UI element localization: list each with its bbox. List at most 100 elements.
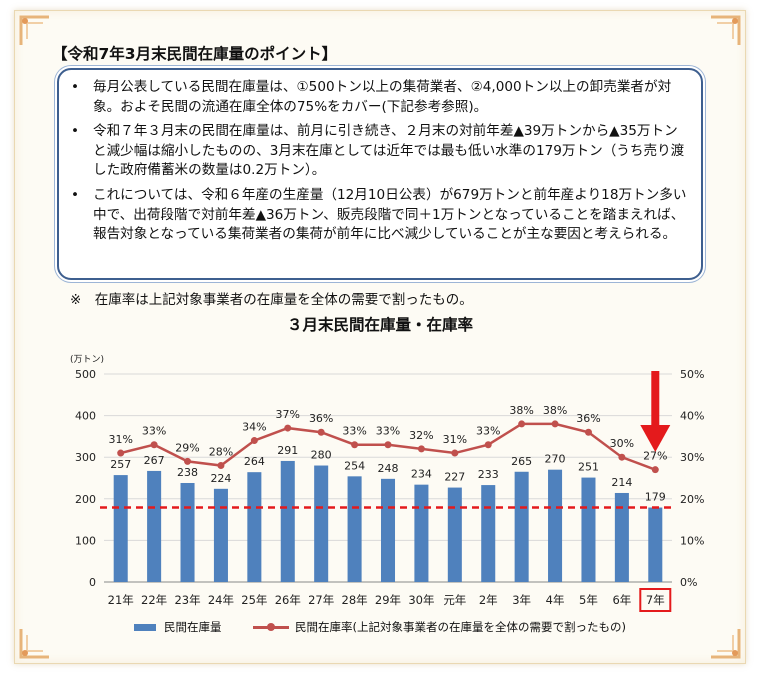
rate-value-label: 34% <box>242 421 266 434</box>
rate-point-21年 <box>117 449 125 457</box>
x-axis-tick-label: 28年 <box>342 593 368 607</box>
right-axis-tick-label: 40% <box>680 410 704 423</box>
legend-line-swatch <box>253 622 289 632</box>
bar-stock-3年 <box>514 471 529 582</box>
rate-point-4年 <box>551 420 559 428</box>
rate-point-3年 <box>518 420 526 428</box>
bar-value-label: 264 <box>244 455 265 468</box>
rate-point-29年 <box>384 441 392 449</box>
bar-value-label: 257 <box>110 458 131 471</box>
key-point-1: 毎月公表している民間在庫量は、①500トン以上の集荷業者、②4,000トン以上の… <box>71 78 687 117</box>
x-axis-tick-label: 元年 <box>443 593 466 607</box>
x-axis-tick-label: 5年 <box>579 593 598 607</box>
right-axis-tick-label: 20% <box>680 493 704 506</box>
legend-bar-label: 民間在庫量 <box>164 620 222 634</box>
bar-value-label: 234 <box>411 468 432 481</box>
rate-point-27年 <box>317 428 325 436</box>
legend-line: 民間在庫率(上記対象事業者の在庫量を全体の需要で割ったもの) <box>253 619 626 635</box>
key-points-box: 毎月公表している民間在庫量は、①500トン以上の集荷業者、②4,000トン以上の… <box>57 68 703 280</box>
x-axis-tick-label: 25年 <box>241 593 267 607</box>
right-axis-tick-label: 30% <box>680 451 704 464</box>
legend-bar: 民間在庫量 <box>134 619 222 635</box>
down-arrow-head-icon <box>640 425 671 452</box>
left-axis-tick-label: 300 <box>75 451 96 464</box>
x-axis-tick-label: 30年 <box>408 593 434 607</box>
bar-stock-23年 <box>180 482 195 582</box>
bar-value-label: 251 <box>578 461 599 474</box>
bar-value-label: 233 <box>478 468 499 481</box>
corner-ornament-icon <box>711 15 741 45</box>
rate-point-7年 <box>651 466 659 474</box>
bar-stock-21年 <box>113 475 128 582</box>
down-arrow-icon <box>651 371 660 427</box>
bar-value-label: 291 <box>277 444 298 457</box>
x-axis-tick-label: 29年 <box>375 593 401 607</box>
right-axis-tick-label: 10% <box>680 534 704 547</box>
bar-stock-元年 <box>447 487 462 582</box>
bar-stock-4年 <box>548 469 563 582</box>
bar-stock-6年 <box>614 492 629 582</box>
rate-value-label: 36% <box>309 412 333 425</box>
rate-point-2年 <box>484 441 492 449</box>
rate-value-label: 30% <box>610 437 634 450</box>
bar-stock-29年 <box>380 478 396 582</box>
bar-stock-30年 <box>414 484 429 582</box>
bar-stock-22年 <box>147 470 162 582</box>
rate-point-22年 <box>150 441 158 449</box>
rate-value-label: 38% <box>543 404 567 417</box>
x-axis-tick-label: 23年 <box>174 593 200 607</box>
rate-value-label: 31% <box>108 433 132 446</box>
bar-value-label: 214 <box>611 476 632 489</box>
x-axis-tick-label: 26年 <box>275 593 301 607</box>
x-axis-tick-label: 27年 <box>308 593 334 607</box>
left-axis-tick-label: 400 <box>75 410 96 423</box>
bar-value-label: 280 <box>311 449 332 462</box>
key-point-3: これについては、令和６年産の生産量（12月10日公表）が679万トンと前年産より… <box>71 186 687 245</box>
left-axis-tick-label: 0 <box>89 576 96 589</box>
rate-value-label: 38% <box>509 404 533 417</box>
corner-ornament-icon <box>19 629 49 659</box>
bar-value-label: 254 <box>344 459 365 472</box>
right-axis-tick-label: 50% <box>680 368 704 381</box>
footnote: ※ 在庫率は上記対象事業者の在庫量を全体の需要で割ったもの。 <box>70 292 473 308</box>
x-axis-tick-label: 21年 <box>108 593 134 607</box>
bar-stock-26年 <box>280 460 295 582</box>
rate-value-label: 32% <box>409 429 433 442</box>
legend-bar-swatch <box>134 623 156 631</box>
bar-value-label: 270 <box>545 453 566 466</box>
x-axis-tick-label: 6年 <box>612 593 631 607</box>
bar-stock-2年 <box>481 485 496 582</box>
rate-point-30年 <box>417 445 425 453</box>
x-axis-tick-label: 3年 <box>512 593 531 607</box>
rate-point-6年 <box>618 453 626 461</box>
x-axis-tick-label: 2年 <box>479 593 498 607</box>
left-axis-unit: (万トン) <box>70 355 104 365</box>
bar-value-label: 238 <box>177 466 198 479</box>
rate-point-25年 <box>250 437 258 445</box>
rate-point-23年 <box>184 457 192 465</box>
x-axis-tick-label: 7年 <box>646 593 665 607</box>
section-heading: 【令和7年3月末民間在庫量のポイント】 <box>52 45 338 63</box>
left-axis-tick-label: 100 <box>75 534 96 547</box>
bar-stock-7年 <box>648 507 663 582</box>
left-axis-tick-label: 500 <box>75 368 96 381</box>
x-axis-tick-label: 4年 <box>546 593 565 607</box>
right-axis-tick-label: 0% <box>680 576 697 589</box>
x-axis-tick-label: 24年 <box>208 593 234 607</box>
rate-point-26年 <box>284 424 292 432</box>
highlight-box <box>639 588 672 612</box>
rate-value-label: 33% <box>142 425 166 438</box>
corner-ornament-icon <box>19 15 49 45</box>
rate-value-label: 28% <box>209 446 233 459</box>
bar-value-label: 265 <box>511 455 532 468</box>
bar-stock-27年 <box>314 465 329 582</box>
rate-value-label: 36% <box>576 412 600 425</box>
corner-ornament-icon <box>711 629 741 659</box>
key-point-2: 令和７年３月末の民間在庫量は、前月に引き続き、２月末の対前年差▲39万トンから▲… <box>71 122 687 181</box>
left-axis-tick-label: 200 <box>75 493 96 506</box>
rate-value-label: 33% <box>476 425 500 438</box>
rate-point-5年 <box>584 428 592 436</box>
bar-stock-25年 <box>247 472 262 582</box>
bar-value-label: 224 <box>210 472 231 485</box>
